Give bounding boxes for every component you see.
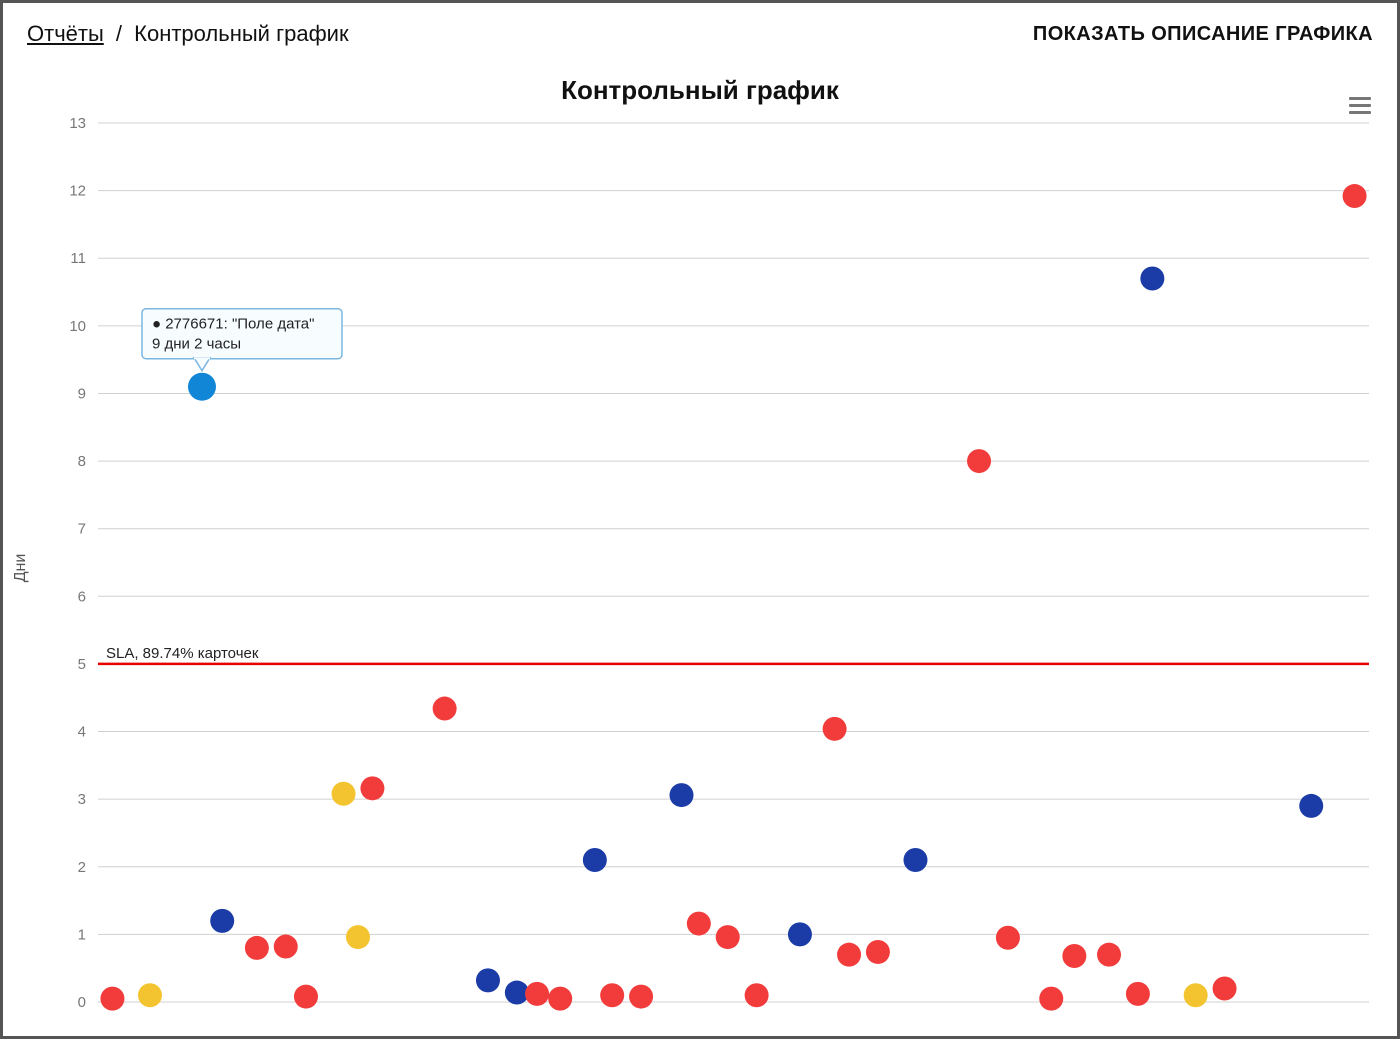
y-tick-label: 4 <box>78 724 86 741</box>
chart-title: Контрольный график <box>3 75 1397 106</box>
data-point[interactable] <box>670 783 694 807</box>
data-point[interactable] <box>100 987 124 1011</box>
y-tick-label: 6 <box>78 588 86 605</box>
y-tick-label: 3 <box>78 791 86 808</box>
scatter-plot[interactable]: 012345678910111213SLA, 89.74% карточек● … <box>43 113 1379 1022</box>
y-tick-label: 10 <box>69 318 86 335</box>
data-point[interactable] <box>188 373 216 401</box>
data-point[interactable] <box>525 982 549 1006</box>
data-point[interactable] <box>245 936 269 960</box>
data-point[interactable] <box>629 985 653 1009</box>
y-tick-label: 0 <box>78 994 86 1011</box>
data-point[interactable] <box>600 983 624 1007</box>
data-point[interactable] <box>1126 982 1150 1006</box>
data-point[interactable] <box>1213 976 1237 1000</box>
data-point[interactable] <box>210 909 234 933</box>
y-tick-label: 2 <box>78 859 86 876</box>
data-point[interactable] <box>476 968 500 992</box>
sla-label: SLA, 89.74% карточек <box>106 645 259 662</box>
data-point[interactable] <box>903 848 927 872</box>
data-point[interactable] <box>583 848 607 872</box>
y-tick-label: 8 <box>78 453 86 470</box>
data-point[interactable] <box>1062 944 1086 968</box>
app-frame: Отчёты / Контрольный график ПОКАЗАТЬ ОПИ… <box>0 0 1400 1039</box>
tooltip-line1: ● 2776671: "Поле дата" <box>152 316 314 333</box>
data-point[interactable] <box>1184 983 1208 1007</box>
data-point[interactable] <box>716 925 740 949</box>
y-tick-label: 1 <box>78 926 86 943</box>
data-point[interactable] <box>346 925 370 949</box>
y-tick-label: 7 <box>78 521 86 538</box>
data-point[interactable] <box>274 935 298 959</box>
data-point[interactable] <box>687 912 711 936</box>
y-tick-label: 5 <box>78 656 86 673</box>
chart-area: Дни 012345678910111213SLA, 89.74% карточ… <box>43 113 1379 1022</box>
breadcrumb: Отчёты / Контрольный график <box>27 21 349 47</box>
y-tick-label: 12 <box>69 183 86 200</box>
data-point[interactable] <box>745 983 769 1007</box>
data-point[interactable] <box>967 449 991 473</box>
y-tick-label: 13 <box>69 115 86 132</box>
breadcrumb-current: Контрольный график <box>134 21 348 46</box>
data-point[interactable] <box>788 922 812 946</box>
y-tick-label: 9 <box>78 385 86 402</box>
data-point[interactable] <box>837 943 861 967</box>
data-point[interactable] <box>294 985 318 1009</box>
page-header: Отчёты / Контрольный график ПОКАЗАТЬ ОПИ… <box>3 3 1397 57</box>
data-point[interactable] <box>1343 184 1367 208</box>
data-point[interactable] <box>866 940 890 964</box>
data-point[interactable] <box>138 983 162 1007</box>
data-point[interactable] <box>996 926 1020 950</box>
breadcrumb-separator: / <box>116 21 122 46</box>
show-description-button[interactable]: ПОКАЗАТЬ ОПИСАНИЕ ГРАФИКА <box>1033 23 1373 46</box>
data-point[interactable] <box>433 697 457 721</box>
data-point[interactable] <box>1097 943 1121 967</box>
data-point[interactable] <box>548 987 572 1011</box>
data-point[interactable] <box>332 782 356 806</box>
breadcrumb-root-link[interactable]: Отчёты <box>27 21 104 46</box>
y-axis-label: Дни <box>12 553 30 582</box>
tooltip-pointer <box>194 358 210 371</box>
y-tick-label: 11 <box>70 250 86 267</box>
data-point[interactable] <box>1140 267 1164 291</box>
data-point[interactable] <box>1299 794 1323 818</box>
data-point[interactable] <box>360 776 384 800</box>
tooltip-line2: 9 дни 2 часы <box>152 336 241 353</box>
data-point[interactable] <box>1039 987 1063 1011</box>
data-point[interactable] <box>823 717 847 741</box>
